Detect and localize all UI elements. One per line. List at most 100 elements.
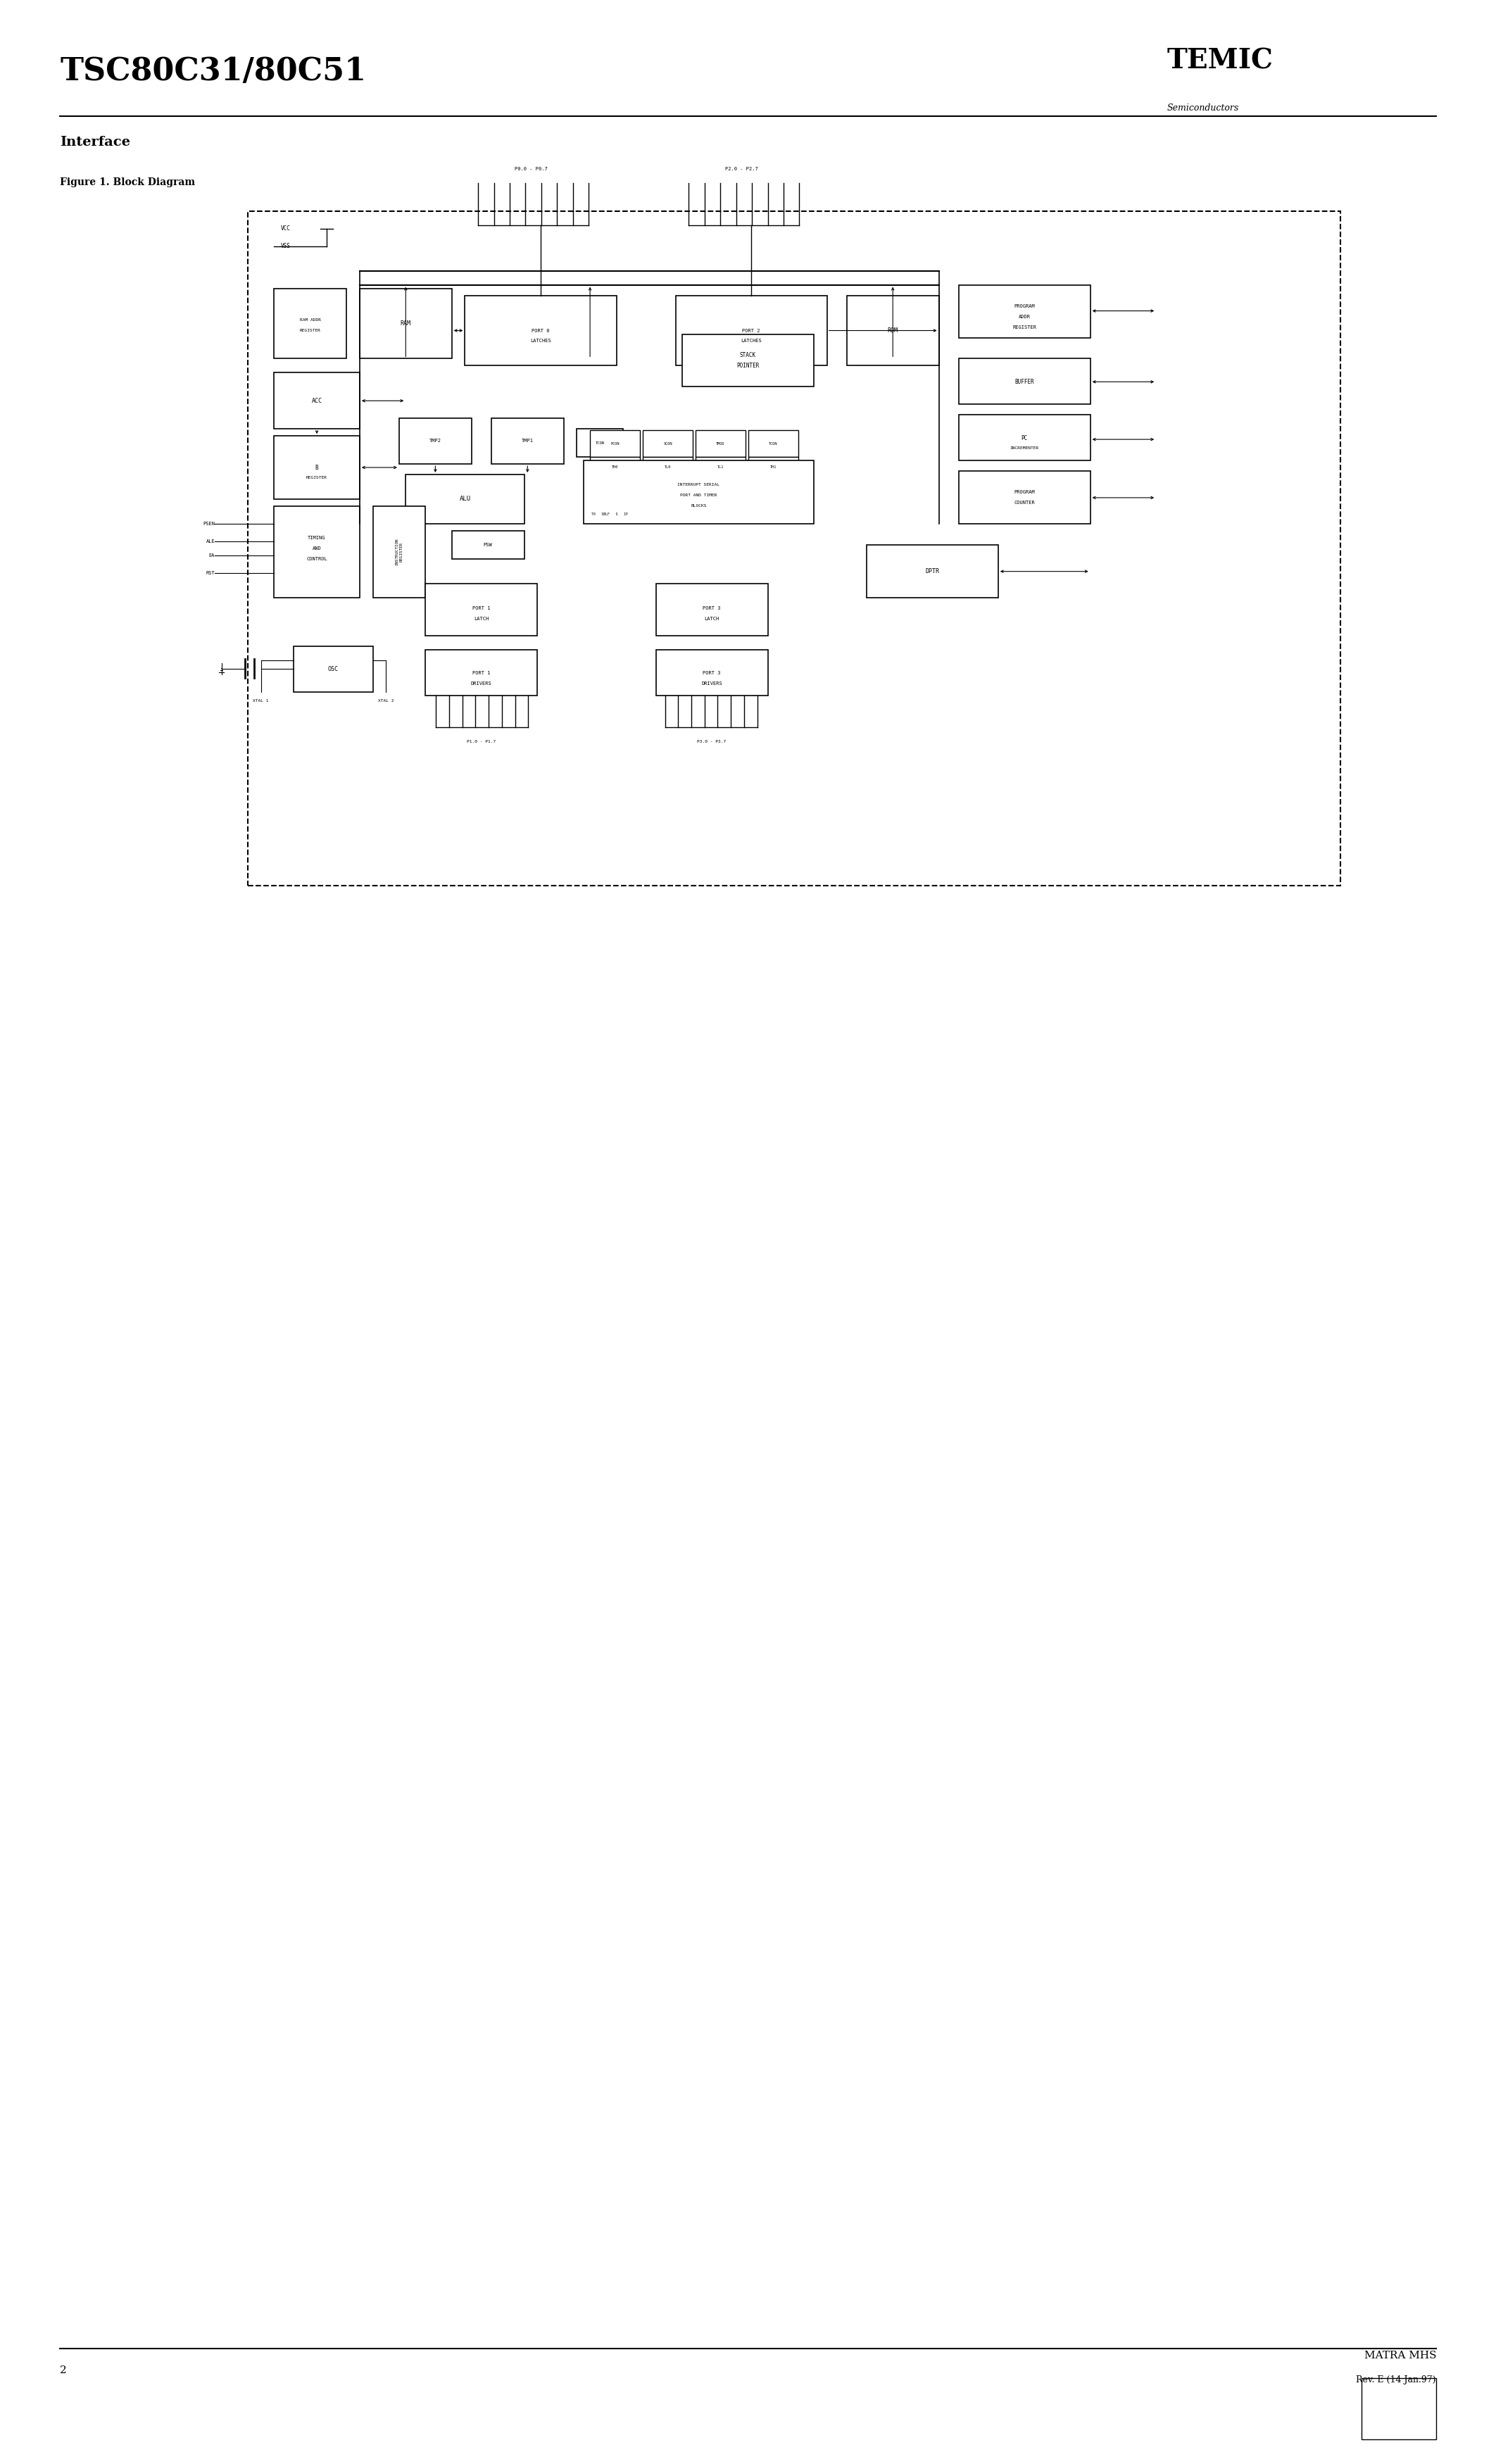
- Text: Interface: Interface: [60, 136, 130, 148]
- Text: TCON: TCON: [595, 441, 604, 444]
- Bar: [696, 431, 745, 456]
- Text: LATCHES: LATCHES: [741, 340, 761, 342]
- Text: ADDR: ADDR: [1019, 315, 1031, 318]
- Bar: [655, 650, 767, 695]
- Text: PROGRAM: PROGRAM: [1014, 490, 1035, 495]
- Text: TMP1: TMP1: [522, 439, 534, 444]
- Text: LATCH: LATCH: [705, 616, 720, 621]
- Text: TH1: TH1: [770, 466, 776, 468]
- Text: TL1: TL1: [717, 466, 724, 468]
- Text: TH0: TH0: [612, 466, 618, 468]
- Text: TSC80C31/80C51: TSC80C31/80C51: [60, 57, 367, 86]
- Bar: [959, 471, 1091, 525]
- Bar: [274, 288, 347, 360]
- Bar: [696, 456, 745, 478]
- Bar: [248, 212, 1340, 885]
- Text: POINTER: POINTER: [736, 362, 760, 370]
- Text: DRIVERS: DRIVERS: [702, 683, 723, 685]
- Bar: [959, 414, 1091, 461]
- Text: RAM ADDR: RAM ADDR: [299, 318, 320, 323]
- Bar: [655, 584, 767, 636]
- Text: TIMING: TIMING: [308, 535, 326, 540]
- Bar: [452, 530, 524, 559]
- Text: LATCHES: LATCHES: [530, 340, 551, 342]
- Text: PSEN: PSEN: [203, 522, 215, 525]
- Text: STACK: STACK: [741, 352, 755, 357]
- Text: INSTRUCTION
REGISTER: INSTRUCTION REGISTER: [395, 537, 402, 564]
- Bar: [465, 296, 616, 365]
- Bar: [359, 288, 452, 360]
- Text: REGISTER: REGISTER: [1013, 325, 1037, 330]
- Bar: [583, 461, 814, 525]
- Bar: [425, 584, 537, 636]
- Text: OSC: OSC: [328, 665, 338, 673]
- Bar: [425, 650, 537, 695]
- Text: PORT 1: PORT 1: [473, 606, 491, 611]
- Bar: [274, 436, 359, 500]
- Bar: [847, 296, 939, 365]
- Text: PORT 2: PORT 2: [742, 328, 760, 333]
- Text: INCREMENTER: INCREMENTER: [1010, 446, 1040, 448]
- Bar: [748, 456, 797, 478]
- Bar: [959, 360, 1091, 404]
- Text: BLOCKS: BLOCKS: [691, 505, 706, 508]
- Bar: [866, 545, 998, 596]
- Text: T0   SBLF   S   IP: T0 SBLF S IP: [591, 513, 628, 517]
- Text: MATRA MHS: MATRA MHS: [1364, 2351, 1436, 2361]
- Text: ACC: ACC: [311, 397, 322, 404]
- Bar: [1361, 2378, 1436, 2439]
- Bar: [643, 456, 693, 478]
- Text: CONTROL: CONTROL: [307, 557, 328, 562]
- Text: DRIVERS: DRIVERS: [471, 683, 492, 685]
- Bar: [676, 296, 827, 365]
- Text: RST: RST: [206, 572, 215, 574]
- Text: PORT AND TIMER: PORT AND TIMER: [681, 493, 717, 498]
- Text: PORT 3: PORT 3: [703, 606, 721, 611]
- Text: PROGRAM: PROGRAM: [1014, 303, 1035, 308]
- Text: Figure 1. Block Diagram: Figure 1. Block Diagram: [60, 177, 194, 187]
- Text: 2: 2: [60, 2365, 67, 2375]
- Text: TCON: TCON: [769, 441, 778, 446]
- Bar: [373, 505, 425, 596]
- Bar: [274, 372, 359, 429]
- Text: ROM: ROM: [887, 328, 898, 333]
- Text: REGISTER: REGISTER: [299, 328, 320, 333]
- Text: P1.0 - P1.7: P1.0 - P1.7: [467, 739, 497, 744]
- Text: TMOD: TMOD: [717, 441, 724, 446]
- Text: COUNTER: COUNTER: [1014, 500, 1035, 505]
- Text: Semiconductors: Semiconductors: [1167, 103, 1239, 113]
- Text: RAM: RAM: [401, 320, 411, 328]
- Bar: [643, 431, 693, 456]
- Text: ALU: ALU: [459, 495, 471, 503]
- Bar: [589, 456, 640, 478]
- Text: ALE: ALE: [206, 540, 215, 545]
- Text: INTERRUPT SERIAL: INTERRUPT SERIAL: [678, 483, 720, 488]
- Bar: [405, 476, 524, 525]
- Text: P3.0 - P3.7: P3.0 - P3.7: [697, 739, 727, 744]
- Text: DPTR: DPTR: [925, 569, 939, 574]
- Text: XTAL 1: XTAL 1: [253, 700, 269, 702]
- Text: VCC: VCC: [281, 227, 290, 232]
- Text: PORT 1: PORT 1: [473, 670, 491, 675]
- Bar: [682, 335, 814, 387]
- Text: PORT 3: PORT 3: [703, 670, 721, 675]
- Text: TEMIC: TEMIC: [1167, 47, 1273, 74]
- Text: SCON: SCON: [663, 441, 672, 446]
- Text: TMP2: TMP2: [429, 439, 441, 444]
- Bar: [274, 505, 359, 596]
- Bar: [293, 646, 373, 692]
- Text: AND: AND: [313, 547, 322, 549]
- Bar: [399, 419, 471, 463]
- Text: REGISTER: REGISTER: [307, 476, 328, 480]
- Text: B: B: [316, 463, 319, 471]
- Text: PSW: PSW: [483, 542, 492, 547]
- Bar: [748, 431, 797, 456]
- Bar: [589, 431, 640, 456]
- Text: P0.0 - P0.7: P0.0 - P0.7: [515, 168, 548, 170]
- Text: TL0: TL0: [664, 466, 672, 468]
- Text: Rev. E (14 Jan.97): Rev. E (14 Jan.97): [1357, 2375, 1436, 2385]
- Text: LATCH: LATCH: [474, 616, 489, 621]
- Text: BUFFER: BUFFER: [1014, 379, 1034, 384]
- Text: VSS: VSS: [281, 244, 290, 249]
- Text: P2.0 - P2.7: P2.0 - P2.7: [726, 168, 758, 170]
